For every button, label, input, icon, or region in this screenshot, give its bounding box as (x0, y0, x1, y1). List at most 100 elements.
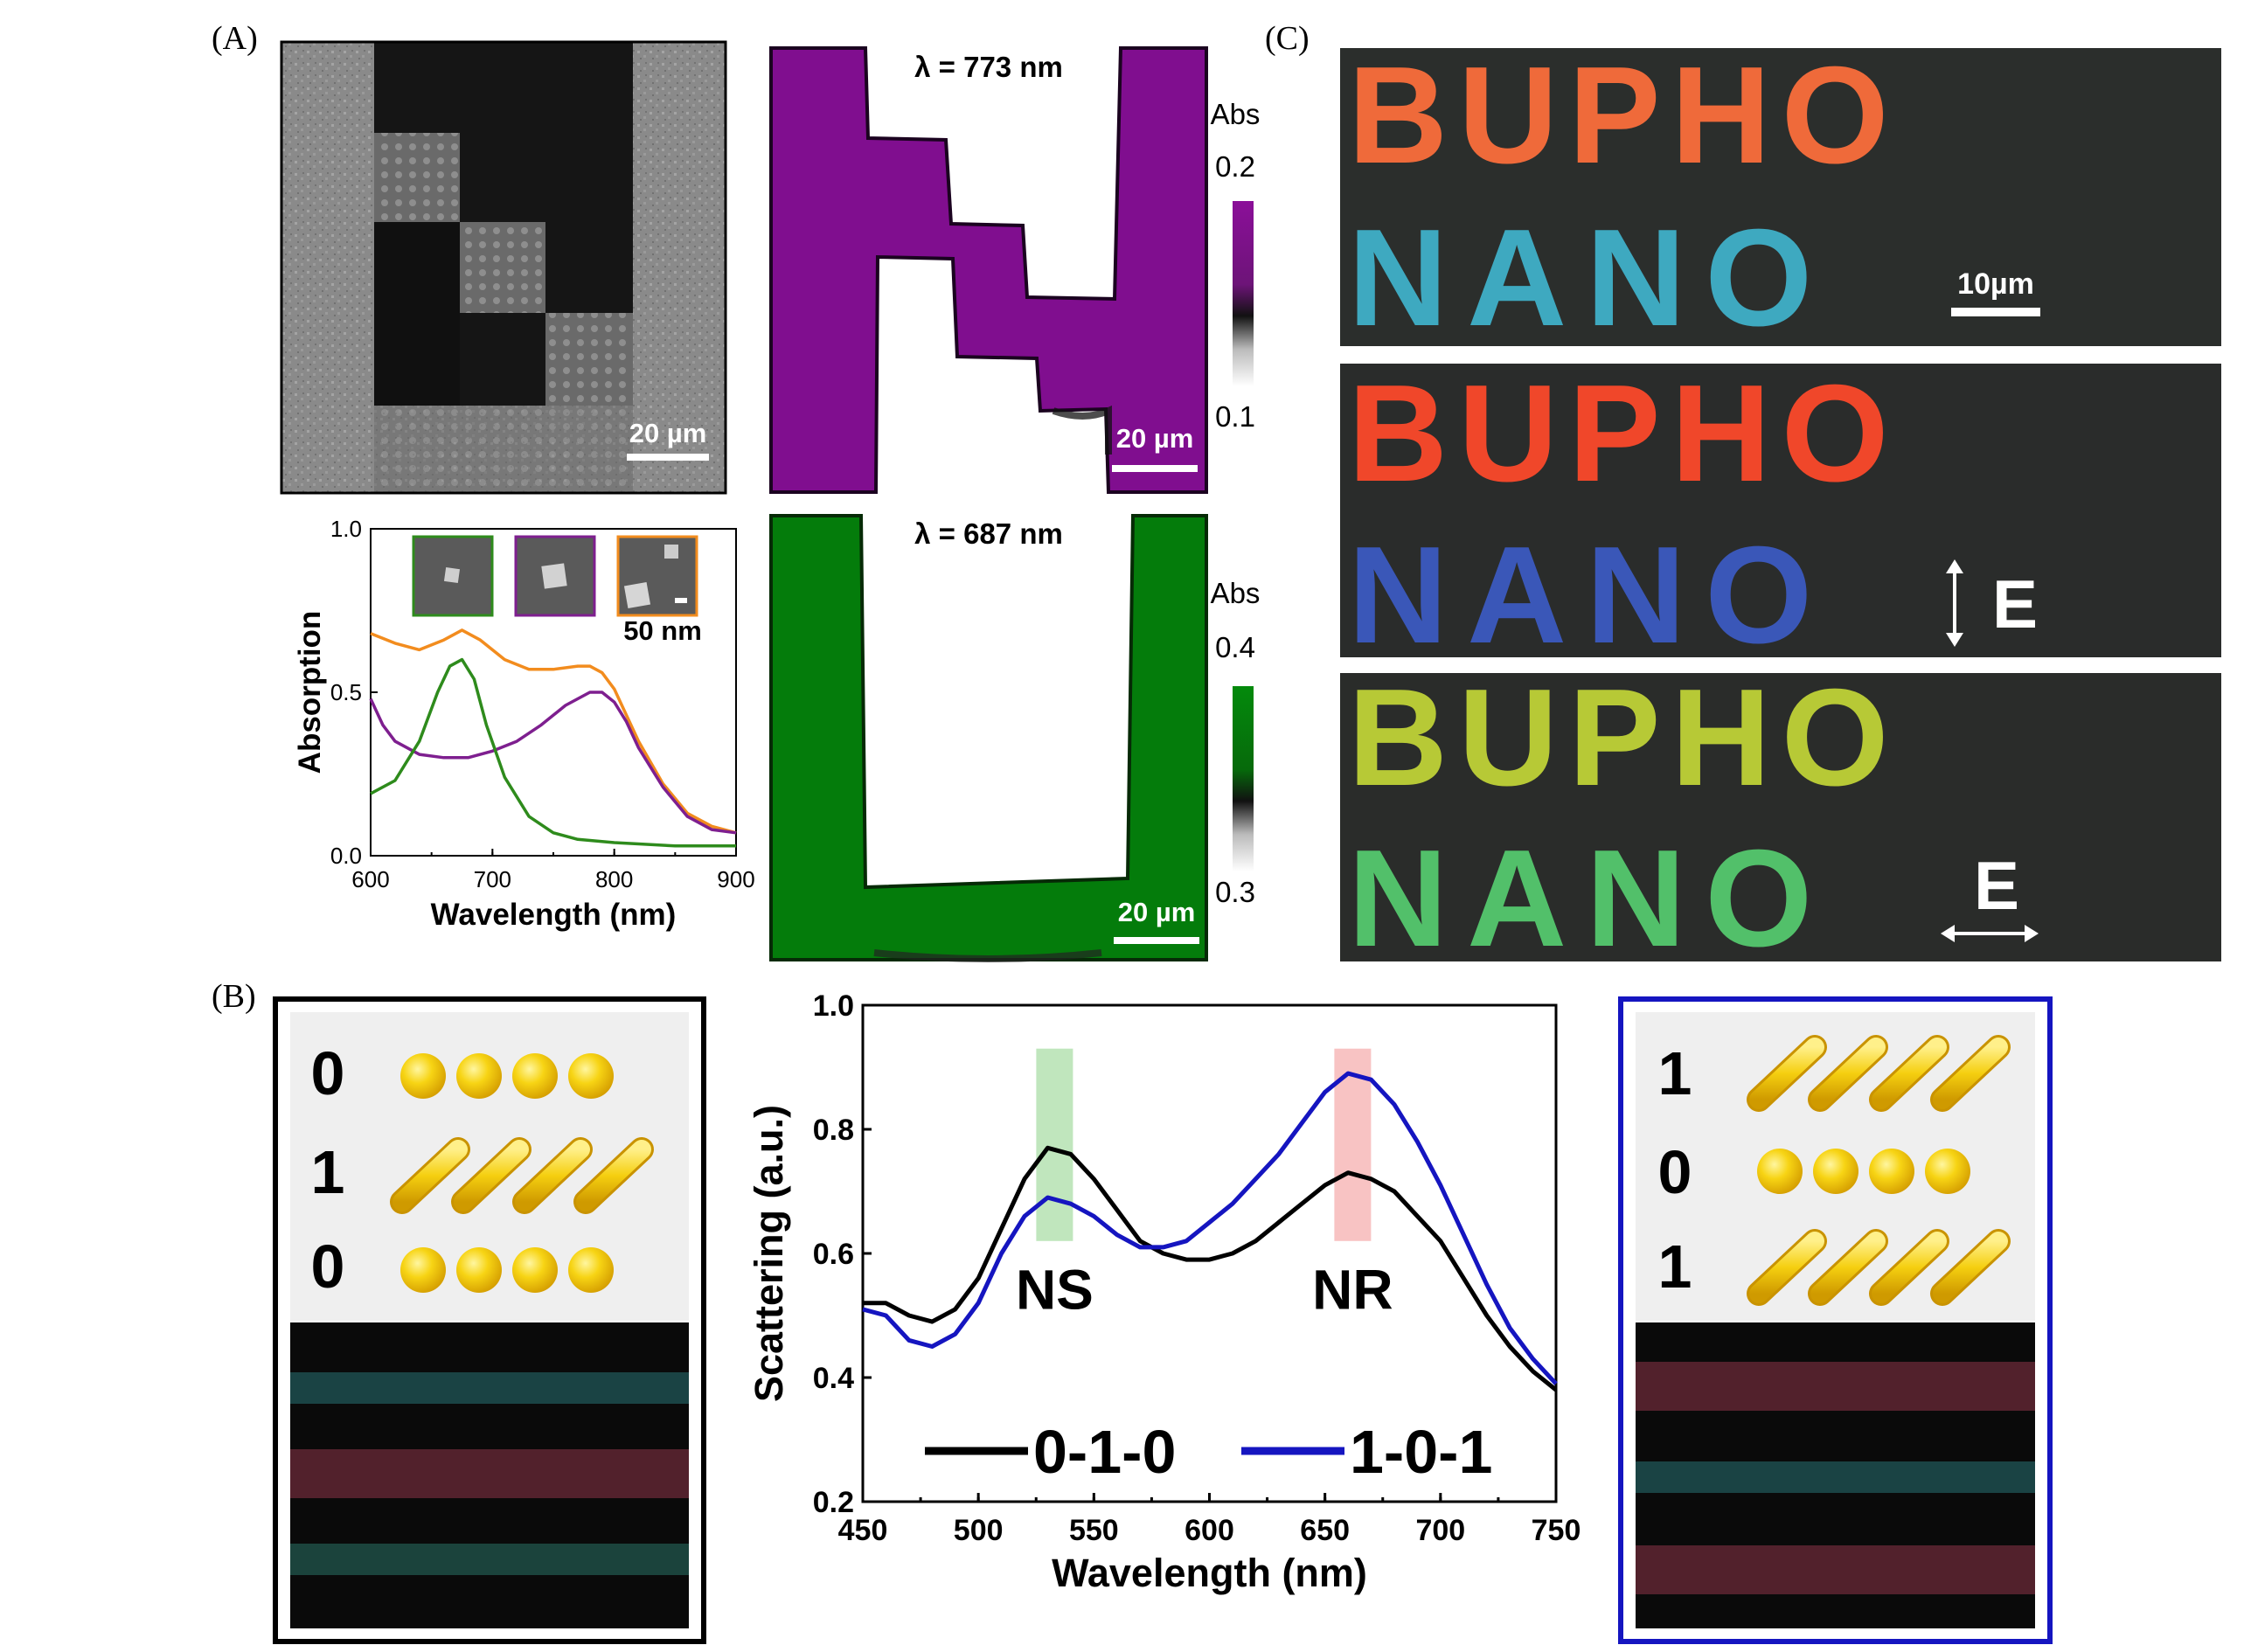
series-line-1 (369, 691, 737, 835)
map-bottom-colorbar (1233, 686, 1254, 871)
series-line-0 (370, 628, 737, 835)
nanorod (1749, 1232, 1824, 1303)
bupho-image-vertical-polarization: BUPHO NANO E (1340, 357, 2221, 672)
x-tick-label: 600 (351, 866, 389, 892)
scattering-chart: 450 500 550 600 650 700 750 0.2 0.4 0.6 0.8 1.0 Wave… (747, 989, 1581, 1595)
band-label-nr: NR (1312, 1259, 1393, 1322)
code-right-row-3: 1 (1658, 1232, 1692, 1301)
y-tick-label: 1.0 (813, 989, 854, 1023)
code-left-row-2: 1 (311, 1138, 345, 1206)
nanorod (1933, 1232, 2008, 1303)
nanosphere (400, 1053, 446, 1099)
y-tick-label: 0.6 (813, 1238, 854, 1271)
map-top-colorbar (1233, 201, 1254, 386)
map-bottom-scalebar-label: 20 µm (1118, 897, 1196, 927)
nanorod (1810, 1232, 1886, 1303)
nanosphere (456, 1247, 502, 1293)
sem-scalebar-label: 20 µm (629, 418, 707, 448)
nanosphere (456, 1053, 502, 1099)
y-tick-label: 0.0 (330, 843, 362, 869)
series-line-2 (370, 657, 736, 848)
sem-scalebar (627, 454, 709, 461)
x-tick-label: 900 (717, 866, 754, 892)
x-axis-label: Wavelength (nm) (1052, 1551, 1367, 1595)
nanosphere (400, 1247, 446, 1293)
code-box-0-1-0: 0 1 0 (273, 996, 706, 1644)
map-top-colorbar-label: Abs (1211, 98, 1261, 130)
e-field-label-2: E (1974, 847, 2019, 924)
y-tick-label: 0.2 (813, 1486, 854, 1519)
nanorod (576, 1140, 651, 1211)
band-label-ns: NS (1016, 1259, 1094, 1322)
code-left-row-1: 0 (311, 1039, 345, 1107)
map-top-colorbar-min: 0.1 (1215, 400, 1255, 433)
x-tick-label: 750 (1532, 1514, 1581, 1547)
y-tick-label: 0.5 (330, 679, 362, 705)
code-left-row-3: 0 (311, 1232, 345, 1301)
map-bottom-colorbar-min: 0.3 (1215, 876, 1255, 908)
nanorod (1810, 1038, 1886, 1109)
bupho-scalebar (1951, 308, 2040, 316)
y-tick-label: 0.8 (813, 1114, 854, 1147)
nano-word-1: NANO (1348, 201, 1831, 355)
nanorod (515, 1140, 590, 1211)
nanorod (1872, 1232, 1947, 1303)
inset-scalebar-label: 50 nm (623, 615, 702, 646)
map-top-colorbar-max: 0.2 (1215, 150, 1255, 183)
nano-word-3: NANO (1348, 822, 1831, 975)
x-tick-label: 600 (1185, 1514, 1234, 1547)
nanosphere (1925, 1149, 1970, 1194)
nanosphere (568, 1247, 614, 1293)
nanosphere (568, 1053, 614, 1099)
y-axis-label: Scattering (a.u.) (747, 1105, 791, 1402)
bupho-image-horizontal-polarization: BUPHO NANO E (1340, 661, 2221, 975)
absorption-map-687nm (769, 514, 1208, 962)
panel-label-c: (C) (1265, 20, 1310, 57)
nanorod (393, 1140, 468, 1211)
x-tick-label: 800 (595, 866, 633, 892)
nano-word-2: NANO (1348, 518, 1831, 672)
sem-image (281, 42, 726, 493)
bupho-word-3: BUPHO (1348, 661, 1900, 815)
x-axis-label: Wavelength (nm) (431, 898, 677, 932)
map-top-scalebar (1112, 465, 1198, 472)
y-axis-label: Absorption (293, 611, 327, 774)
bupho-image-unpolarized: BUPHO NANO 10µm (1340, 38, 2221, 355)
nanosphere (512, 1247, 558, 1293)
x-tick-label: 700 (1415, 1514, 1465, 1547)
bupho-scalebar-label: 10µm (1957, 267, 2034, 301)
code-box-1-0-1: 1 0 1 (1618, 996, 2053, 1644)
map-bottom-title: λ = 687 nm (914, 517, 1063, 550)
series-line-1-0-1 (862, 1071, 1558, 1385)
nanosphere (1757, 1149, 1803, 1194)
nanorod (454, 1140, 529, 1211)
nanorod (1872, 1038, 1947, 1109)
bupho-word-1: BUPHO (1348, 38, 1900, 192)
nanosphere (1813, 1149, 1858, 1194)
legend-label-1-0-1: 1-0-1 (1350, 1418, 1492, 1486)
panel-label-a: (A) (212, 20, 258, 57)
x-tick-label: 450 (838, 1514, 888, 1547)
x-tick-label: 550 (1069, 1514, 1119, 1547)
map-bottom-colorbar-max: 0.4 (1215, 631, 1255, 663)
x-tick-label: 650 (1300, 1514, 1350, 1547)
map-top-title: λ = 773 nm (914, 51, 1063, 83)
map-top-scalebar-label: 20 µm (1116, 423, 1194, 454)
x-tick-label: 700 (474, 866, 511, 892)
code-right-row-2: 0 (1658, 1138, 1692, 1206)
map-bottom-scalebar (1114, 937, 1199, 944)
nanorod (1933, 1038, 2008, 1109)
map-bottom-colorbar-label: Abs (1211, 577, 1261, 609)
nanosphere (512, 1053, 558, 1099)
panel-label-b: (B) (212, 978, 256, 1015)
e-field-label-1: E (1992, 566, 2038, 642)
bupho-word-2: BUPHO (1348, 357, 1900, 510)
absorption-map-773nm (769, 46, 1208, 494)
y-tick-label: 0.4 (813, 1362, 854, 1395)
series-line-0-1-0 (863, 1145, 1558, 1392)
legend-label-0-1-0: 0-1-0 (1033, 1418, 1176, 1486)
x-tick-label: 500 (954, 1514, 1004, 1547)
code-right-row-1: 1 (1658, 1039, 1692, 1107)
absorption-chart: 600 700 800 900 0.0 0.5 1.0 Wavelength (nm) Abso… (293, 516, 755, 932)
y-tick-label: 1.0 (330, 516, 362, 542)
